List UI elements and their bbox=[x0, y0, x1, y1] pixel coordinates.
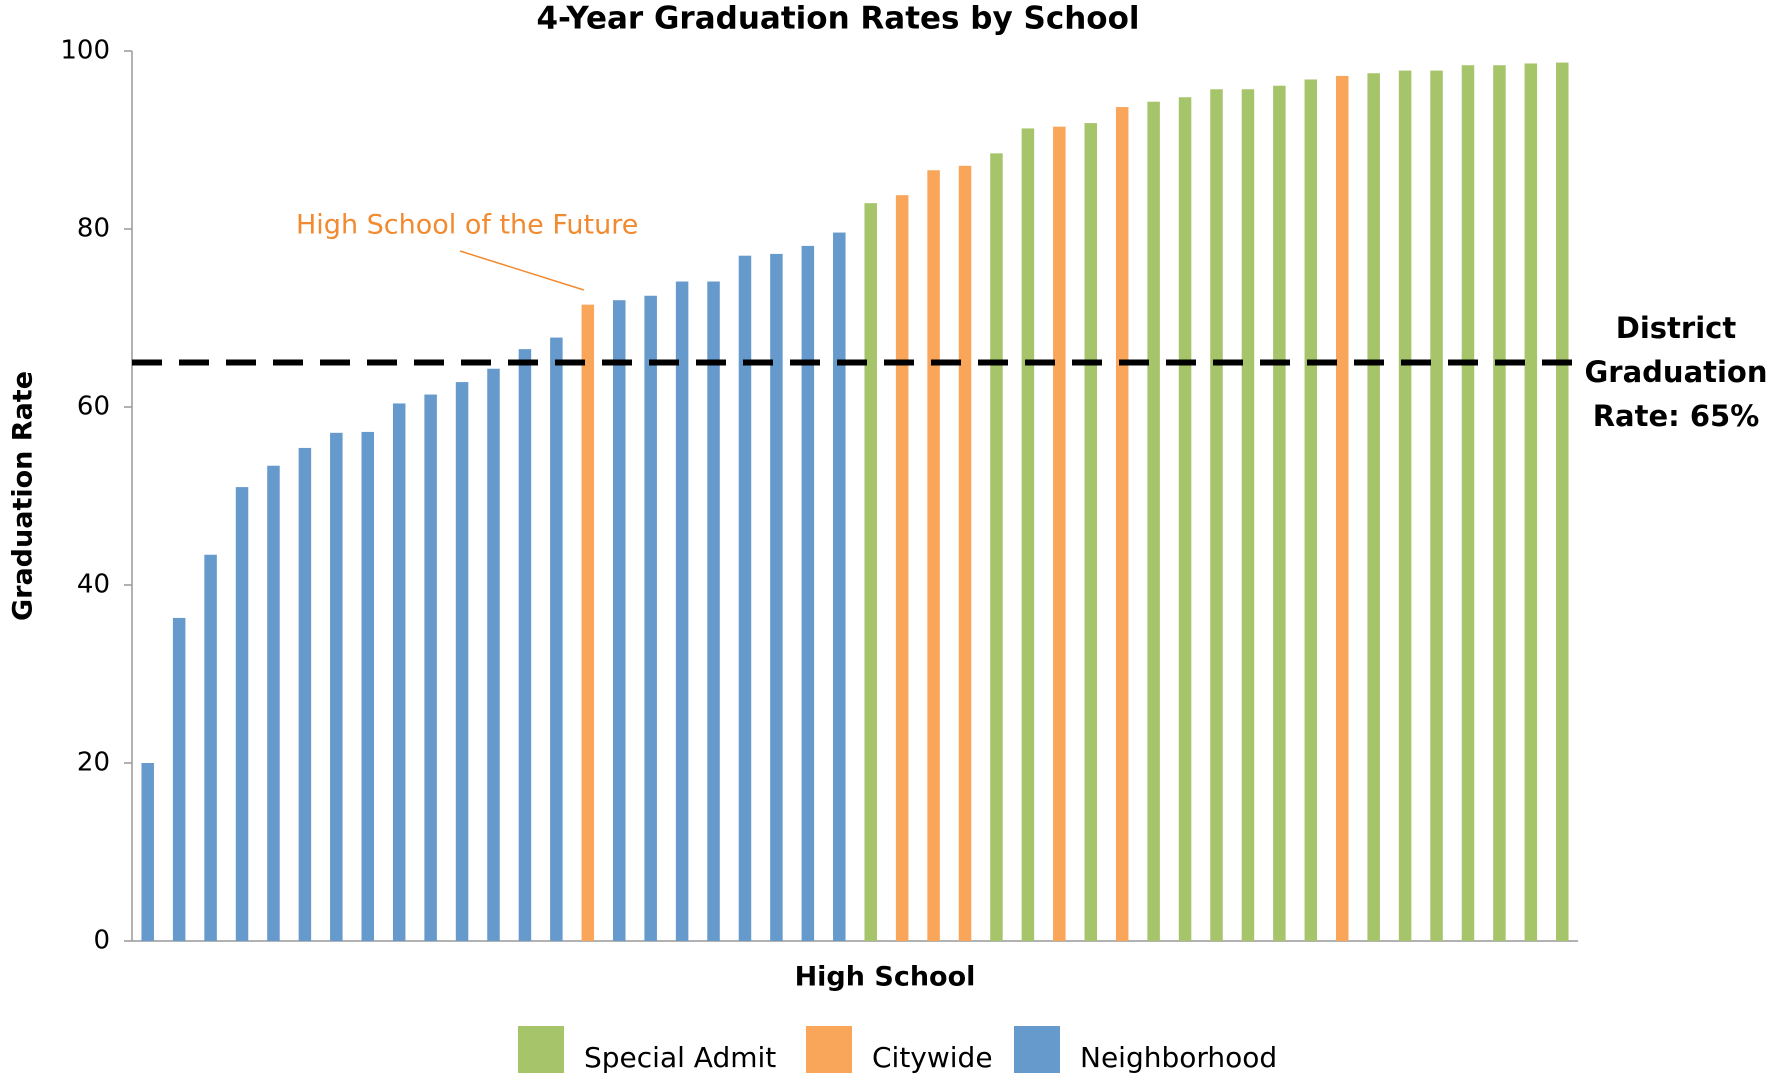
legend-label: Citywide bbox=[872, 1041, 993, 1074]
bar bbox=[361, 431, 375, 941]
bar bbox=[1273, 85, 1286, 941]
reference-label: District bbox=[1616, 311, 1737, 345]
reference-label: Graduation bbox=[1584, 355, 1767, 389]
bar bbox=[1398, 70, 1412, 941]
bar bbox=[298, 447, 312, 941]
y-tick-label: 0 bbox=[93, 926, 110, 956]
y-tick-label: 80 bbox=[77, 214, 110, 244]
reference-label: Rate: 65% bbox=[1593, 399, 1760, 433]
bar bbox=[1053, 126, 1066, 941]
bar bbox=[644, 295, 657, 941]
bar bbox=[204, 554, 217, 941]
y-axis-label: Graduation Rate bbox=[8, 371, 39, 621]
bar bbox=[1115, 107, 1129, 941]
x-axis-label: High School bbox=[795, 962, 976, 993]
bar bbox=[958, 165, 972, 941]
bar bbox=[1524, 63, 1538, 941]
legend-label: Neighborhood bbox=[1080, 1041, 1277, 1074]
bar bbox=[770, 253, 783, 942]
bar bbox=[1178, 97, 1192, 941]
bar bbox=[801, 245, 815, 941]
bar bbox=[330, 432, 343, 941]
bar bbox=[1430, 70, 1443, 941]
bar bbox=[895, 195, 909, 941]
bar bbox=[1335, 75, 1349, 942]
annotation: High School of the Future bbox=[296, 210, 638, 241]
bar bbox=[487, 368, 500, 942]
bar bbox=[172, 617, 186, 941]
bar bbox=[424, 394, 437, 941]
bar bbox=[927, 170, 940, 941]
bar bbox=[1556, 62, 1569, 941]
bar bbox=[518, 349, 532, 941]
legend-swatch bbox=[1014, 1026, 1060, 1073]
bar bbox=[455, 382, 469, 942]
bar bbox=[612, 300, 626, 941]
bar bbox=[1210, 89, 1223, 941]
bar bbox=[1147, 101, 1160, 942]
bar bbox=[235, 487, 249, 941]
bar bbox=[1304, 79, 1318, 942]
annotation-leader bbox=[459, 250, 585, 291]
bar bbox=[833, 232, 846, 941]
legend-swatch bbox=[518, 1026, 564, 1073]
bar bbox=[1084, 123, 1098, 942]
bar bbox=[738, 255, 752, 941]
y-tick-label: 20 bbox=[77, 748, 110, 778]
bar bbox=[1241, 89, 1255, 941]
bar bbox=[675, 281, 689, 941]
bar bbox=[550, 337, 563, 942]
y-tick-label: 40 bbox=[77, 570, 110, 600]
y-tick-label: 100 bbox=[60, 36, 110, 66]
bar bbox=[864, 203, 877, 941]
y-tick-label: 60 bbox=[77, 392, 110, 422]
bar bbox=[1367, 73, 1380, 941]
legend-swatch bbox=[806, 1026, 852, 1073]
bar bbox=[707, 281, 720, 941]
bar bbox=[267, 465, 280, 941]
bar bbox=[1021, 128, 1035, 941]
legend-label: Special Admit bbox=[584, 1041, 776, 1074]
bar bbox=[141, 763, 154, 941]
bar bbox=[1461, 65, 1475, 942]
bar bbox=[990, 153, 1003, 942]
chart-title: 4-Year Graduation Rates by School bbox=[536, 1, 1139, 37]
bar bbox=[392, 403, 406, 941]
bar bbox=[1493, 65, 1506, 942]
bar bbox=[581, 304, 595, 941]
